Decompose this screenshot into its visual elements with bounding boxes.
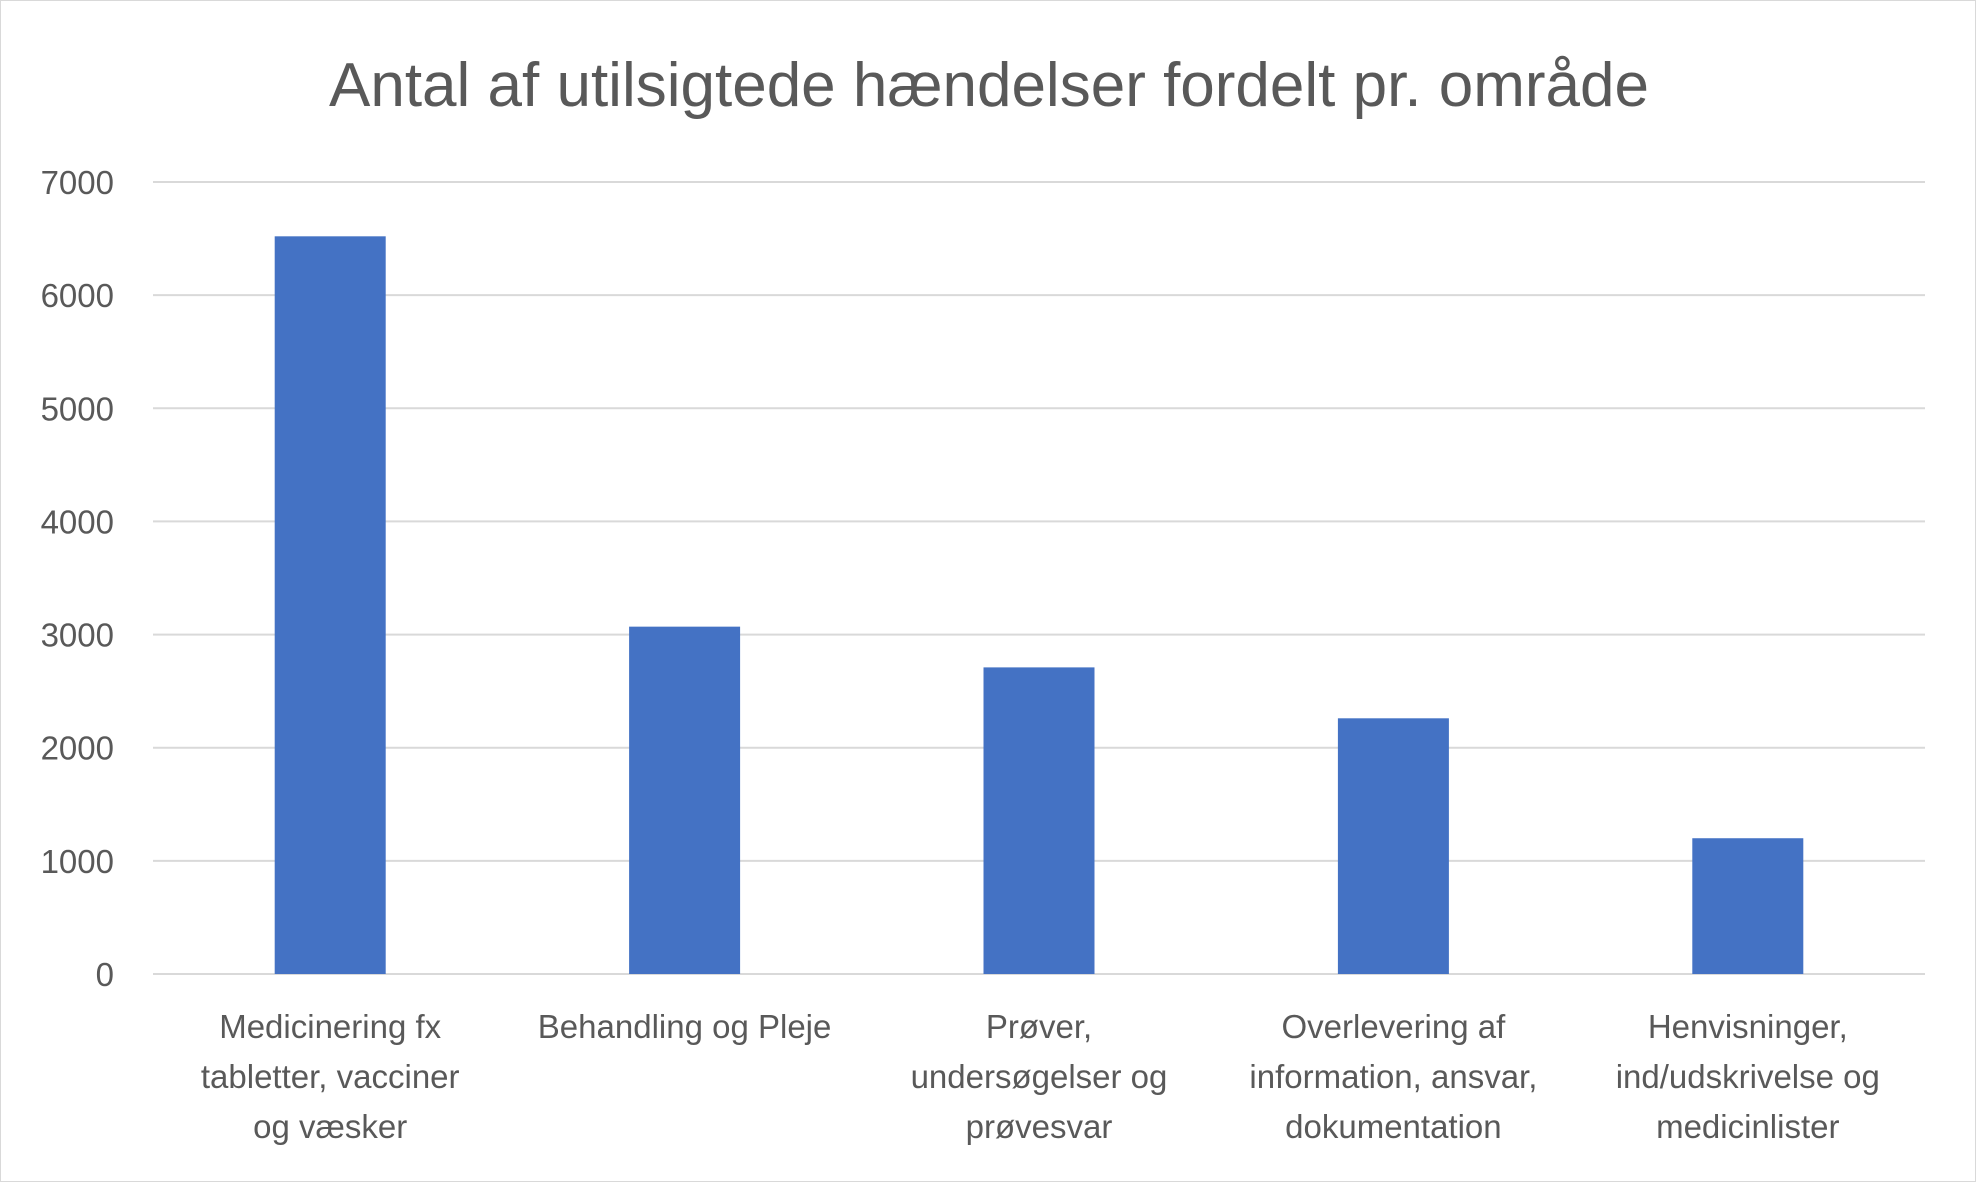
x-category-label-line: undersøgelser og <box>911 1058 1168 1095</box>
chart-title: Antal af utilsigtede hændelser fordelt p… <box>329 51 1649 120</box>
x-category-label-line: og væsker <box>253 1108 407 1145</box>
x-category-label-line: prøvesvar <box>966 1108 1113 1145</box>
y-tick-label: 2000 <box>41 730 114 767</box>
x-category-label: Henvisninger, ind/udskrivelse og medicinli… <box>1616 1008 1880 1145</box>
x-category-label-line: tabletter, vacciner <box>201 1058 460 1095</box>
x-category-label-line: Overlevering af <box>1282 1008 1507 1045</box>
x-category-label-line: Medicinering fx <box>219 1008 441 1045</box>
bar <box>1337 718 1449 974</box>
bar <box>629 626 741 974</box>
bar <box>1692 838 1804 974</box>
y-tick-label: 1000 <box>41 843 114 880</box>
x-category-label-line: information, ansvar, <box>1249 1058 1537 1095</box>
x-category-label: Overlevering af information, ansvar, dokum… <box>1249 1008 1537 1145</box>
y-tick-label: 4000 <box>41 503 114 540</box>
bars <box>274 236 1804 974</box>
y-tick-label: 6000 <box>41 277 114 314</box>
x-category-label-line: Prøver, <box>986 1008 1092 1045</box>
x-axis-categories: Medicinering fx tabletter, vacciner og væs… <box>201 1008 1880 1145</box>
x-category-label: Behandling og Pleje <box>538 1008 832 1045</box>
bar <box>274 236 386 974</box>
y-tick-label: 5000 <box>41 390 114 427</box>
y-axis-ticks: 0 1000 2000 3000 4000 5000 6000 7000 <box>41 164 114 993</box>
bar <box>983 667 1095 974</box>
x-category-label-line: Henvisninger, <box>1648 1008 1848 1045</box>
x-category-label-line: dokumentation <box>1285 1108 1501 1145</box>
x-category-label-line: Behandling og Pleje <box>538 1008 832 1045</box>
x-category-label-line: ind/udskrivelse og <box>1616 1058 1880 1095</box>
x-category-label: Prøver, undersøgelser og prøvesvar <box>911 1008 1168 1145</box>
y-tick-label: 3000 <box>41 617 114 654</box>
y-tick-label: 0 <box>96 956 114 993</box>
y-tick-label: 7000 <box>41 164 114 201</box>
x-category-label: Medicinering fx tabletter, vacciner og væs… <box>201 1008 460 1145</box>
x-category-label-line: medicinlister <box>1656 1108 1839 1145</box>
